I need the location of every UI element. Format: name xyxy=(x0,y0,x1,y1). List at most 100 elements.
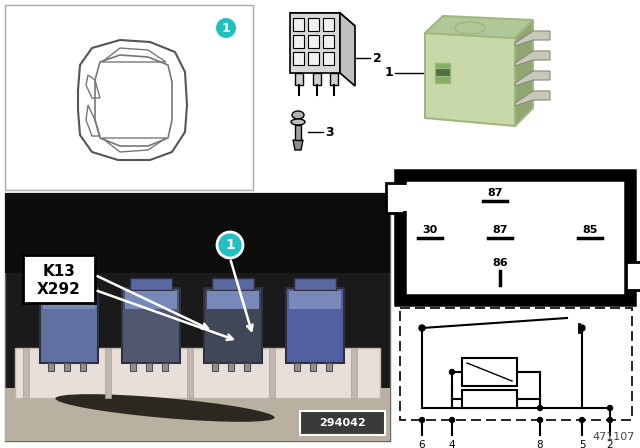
Ellipse shape xyxy=(56,394,275,422)
Text: 6: 6 xyxy=(419,440,426,448)
Bar xyxy=(5,388,390,441)
Text: 87: 87 xyxy=(487,188,503,198)
Bar xyxy=(323,18,334,31)
Bar xyxy=(48,278,90,290)
Text: 87: 87 xyxy=(492,225,508,235)
Text: 4: 4 xyxy=(449,440,455,448)
Bar xyxy=(130,363,136,371)
Text: 1: 1 xyxy=(221,22,230,34)
Text: 30: 30 xyxy=(422,225,438,235)
Text: K13: K13 xyxy=(43,263,76,279)
Polygon shape xyxy=(425,16,533,38)
Ellipse shape xyxy=(455,22,485,34)
Polygon shape xyxy=(102,48,166,62)
Bar xyxy=(228,363,234,371)
Polygon shape xyxy=(290,13,340,73)
Bar xyxy=(130,278,172,290)
Bar xyxy=(187,348,193,398)
Circle shape xyxy=(538,418,543,422)
Polygon shape xyxy=(425,33,515,126)
Text: X292: X292 xyxy=(37,281,81,297)
Bar xyxy=(294,278,336,290)
Bar xyxy=(48,363,54,371)
Polygon shape xyxy=(515,51,550,66)
Bar xyxy=(295,73,303,85)
Bar xyxy=(293,35,304,48)
Circle shape xyxy=(217,232,243,258)
Text: 8: 8 xyxy=(537,440,543,448)
Text: 85: 85 xyxy=(582,225,598,235)
Text: 471107: 471107 xyxy=(593,432,635,442)
Bar xyxy=(323,52,334,65)
Polygon shape xyxy=(86,75,100,98)
Text: 2: 2 xyxy=(373,52,381,65)
Bar xyxy=(5,193,390,273)
Bar xyxy=(326,363,332,371)
Bar xyxy=(462,390,517,408)
Bar xyxy=(386,183,404,213)
Bar xyxy=(105,348,111,398)
Polygon shape xyxy=(340,13,355,86)
Bar xyxy=(212,278,254,290)
Bar xyxy=(293,18,304,31)
Bar xyxy=(15,348,380,398)
Circle shape xyxy=(419,418,424,422)
Bar xyxy=(207,291,259,309)
Bar xyxy=(5,193,390,441)
Text: 1: 1 xyxy=(225,238,235,252)
Bar xyxy=(628,264,636,288)
Bar xyxy=(626,262,640,290)
Bar xyxy=(269,348,275,398)
Bar xyxy=(244,363,250,371)
Text: 294042: 294042 xyxy=(319,418,365,428)
Circle shape xyxy=(449,418,454,422)
Text: 86: 86 xyxy=(492,258,508,268)
Bar xyxy=(293,52,304,65)
Bar xyxy=(204,288,262,363)
Bar xyxy=(310,363,316,371)
Bar xyxy=(40,288,98,363)
Bar xyxy=(300,411,385,435)
Bar xyxy=(395,8,610,153)
Circle shape xyxy=(579,325,585,331)
Bar xyxy=(125,291,177,309)
Bar xyxy=(308,35,319,48)
Polygon shape xyxy=(515,91,550,106)
Bar xyxy=(122,288,180,363)
Bar xyxy=(399,185,407,211)
Ellipse shape xyxy=(291,119,305,125)
Circle shape xyxy=(607,405,612,410)
Polygon shape xyxy=(290,13,355,26)
Circle shape xyxy=(449,370,454,375)
Bar xyxy=(400,308,632,420)
Bar xyxy=(80,363,86,371)
Circle shape xyxy=(538,405,543,410)
Text: 3: 3 xyxy=(325,125,333,138)
Polygon shape xyxy=(515,31,550,46)
Bar xyxy=(162,363,168,371)
Text: 2: 2 xyxy=(607,440,613,448)
Circle shape xyxy=(215,17,237,39)
Polygon shape xyxy=(515,71,550,86)
Bar xyxy=(323,35,334,48)
Bar xyxy=(308,18,319,31)
Bar xyxy=(23,348,29,398)
Circle shape xyxy=(579,418,584,422)
Text: 5: 5 xyxy=(579,440,586,448)
Bar xyxy=(23,255,95,303)
Bar xyxy=(400,175,630,300)
Bar xyxy=(295,125,301,140)
Bar xyxy=(462,358,517,386)
Bar xyxy=(146,363,152,371)
Bar xyxy=(435,68,450,76)
Polygon shape xyxy=(86,105,100,136)
Bar xyxy=(435,63,450,83)
Bar xyxy=(294,363,300,371)
Bar xyxy=(330,73,338,85)
Bar xyxy=(313,73,321,85)
Bar xyxy=(308,52,319,65)
Text: 1: 1 xyxy=(384,66,393,79)
Circle shape xyxy=(419,325,425,331)
Bar xyxy=(64,363,70,371)
Bar xyxy=(289,291,341,309)
